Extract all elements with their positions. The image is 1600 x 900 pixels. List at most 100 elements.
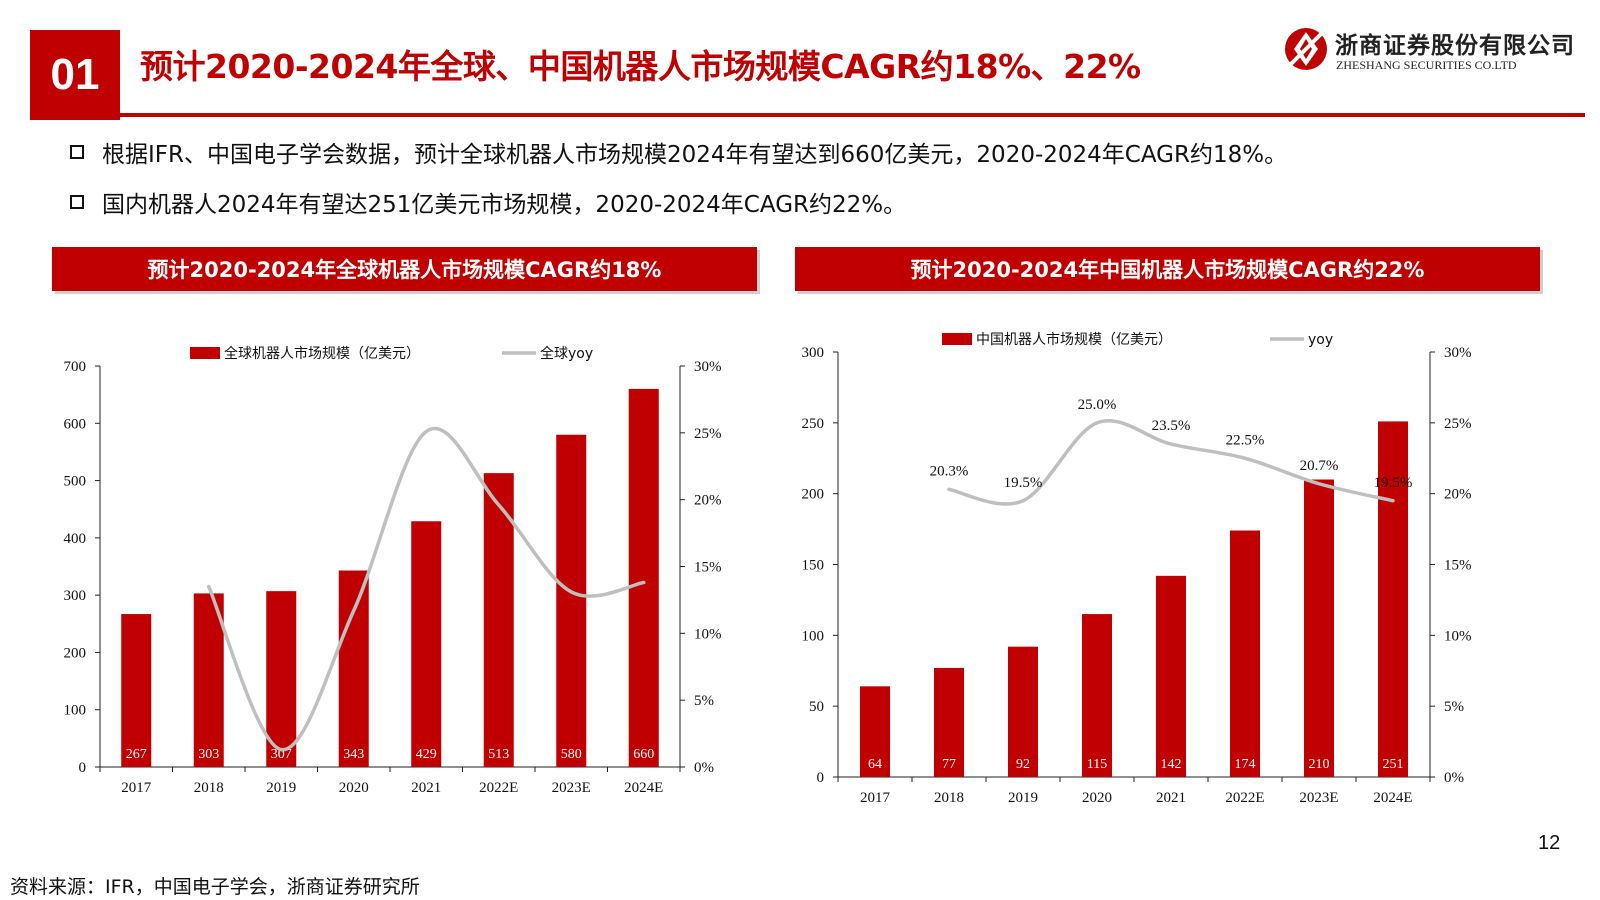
china-bar bbox=[1082, 614, 1112, 777]
global-bar-label: 429 bbox=[416, 747, 437, 762]
bullet-text: 国内机器人2024年有望达251亿美元市场规模，2020-2024年CAGR约2… bbox=[102, 192, 907, 218]
global-bar-label: 660 bbox=[633, 747, 654, 762]
global-bar bbox=[628, 388, 659, 767]
china-y2-tick-label: 15% bbox=[1444, 558, 1472, 574]
china-bar-label: 210 bbox=[1309, 757, 1330, 772]
global-bar bbox=[121, 614, 152, 767]
china-y-tick-label: 100 bbox=[802, 628, 825, 644]
china-legend-line-label: yoy bbox=[1308, 332, 1333, 348]
global-y-tick-label: 200 bbox=[64, 645, 87, 661]
section-number-badge: 01 bbox=[30, 30, 120, 120]
china-bar bbox=[1304, 479, 1334, 777]
global-y2-tick-label: 25% bbox=[694, 426, 722, 442]
china-y2-tick-label: 0% bbox=[1444, 770, 1464, 786]
china-y-tick-label: 0 bbox=[817, 770, 825, 786]
global-bar-label: 343 bbox=[343, 747, 364, 762]
china-y2-tick-label: 10% bbox=[1444, 628, 1472, 644]
china-yoy-line bbox=[947, 419, 1395, 506]
global-y-tick-label: 600 bbox=[64, 416, 87, 432]
china-y2-tick-label: 5% bbox=[1444, 699, 1464, 715]
global-x-tick-label: 2021 bbox=[411, 780, 441, 796]
china-legend-bar-label: 中国机器人市场规模（亿美元） bbox=[976, 331, 1172, 348]
global-y2-tick-label: 15% bbox=[694, 560, 722, 576]
china-x-tick-label: 2017 bbox=[860, 790, 891, 806]
china-x-tick-label: 2024E bbox=[1373, 790, 1412, 806]
china-y2-tick-label: 20% bbox=[1444, 487, 1472, 503]
china-bar bbox=[934, 667, 964, 777]
global-bar bbox=[338, 570, 369, 767]
global-bar bbox=[193, 593, 224, 767]
global-bar-label: 513 bbox=[488, 747, 509, 762]
china-bar bbox=[1008, 646, 1038, 777]
bullet-text: 根据IFR、中国电子学会数据，预计全球机器人市场规模2024年有望达到660亿美… bbox=[102, 142, 1288, 168]
china-x-tick-label: 2023E bbox=[1299, 790, 1338, 806]
global-bar bbox=[556, 434, 587, 767]
global-y-tick-label: 0 bbox=[79, 760, 87, 776]
china-yoy-label: 19.5% bbox=[1004, 475, 1043, 491]
global-y-tick-label: 300 bbox=[64, 588, 87, 604]
china-chart-title: 预计2020-2024年中国机器人市场规模CAGR约22% bbox=[795, 247, 1540, 291]
china-yoy-label: 23.5% bbox=[1152, 418, 1191, 434]
china-x-tick-label: 2018 bbox=[934, 790, 964, 806]
global-bar-label: 303 bbox=[198, 747, 219, 762]
china-y2-tick-label: 30% bbox=[1444, 345, 1472, 361]
china-bar bbox=[1378, 421, 1408, 777]
global-y2-tick-label: 10% bbox=[694, 626, 722, 642]
global-bar bbox=[411, 521, 442, 767]
china-bar bbox=[1156, 575, 1186, 777]
china-bar-label: 251 bbox=[1383, 757, 1404, 772]
china-x-tick-label: 2020 bbox=[1082, 790, 1112, 806]
global-y-tick-label: 500 bbox=[64, 474, 87, 490]
china-y-tick-label: 250 bbox=[802, 416, 825, 432]
global-x-tick-label: 2023E bbox=[552, 780, 591, 796]
global-x-tick-label: 2022E bbox=[479, 780, 518, 796]
china-bar bbox=[1230, 530, 1260, 777]
china-yoy-label: 20.7% bbox=[1300, 458, 1339, 474]
global-y-tick-label: 700 bbox=[64, 359, 87, 375]
logo-chinese-name: 浙商证券股份有限公司 bbox=[1335, 33, 1575, 59]
global-y2-tick-label: 5% bbox=[694, 693, 714, 709]
china-legend-bar-swatch bbox=[942, 333, 972, 345]
china-bar-label: 77 bbox=[942, 757, 956, 772]
china-bar-label: 142 bbox=[1161, 757, 1182, 772]
global-bar bbox=[483, 473, 514, 767]
global-y2-tick-label: 20% bbox=[694, 493, 722, 509]
square-bullet-icon bbox=[70, 145, 84, 159]
china-y-tick-label: 50 bbox=[809, 699, 824, 715]
global-y-tick-label: 400 bbox=[64, 531, 87, 547]
global-x-tick-label: 2020 bbox=[339, 780, 369, 796]
source-note: 资料来源：IFR，中国电子学会，浙商证券研究所 bbox=[10, 876, 420, 898]
china-yoy-label: 22.5% bbox=[1226, 432, 1265, 448]
china-bar-label: 115 bbox=[1087, 757, 1107, 772]
china-x-tick-label: 2022E bbox=[1225, 790, 1264, 806]
china-y-tick-label: 200 bbox=[802, 487, 825, 503]
china-bar-label: 92 bbox=[1016, 757, 1030, 772]
bullet-item: 根据IFR、中国电子学会数据，预计全球机器人市场规模2024年有望达到660亿美… bbox=[70, 132, 1570, 172]
global-bar-label: 580 bbox=[561, 747, 582, 762]
china-x-tick-label: 2021 bbox=[1156, 790, 1186, 806]
china-y-tick-label: 300 bbox=[802, 345, 825, 361]
global-bar-label: 267 bbox=[126, 747, 147, 762]
page-title: 预计2020-2024年全球、中国机器人市场规模CAGR约18%、22% bbox=[140, 47, 1141, 86]
square-bullet-icon bbox=[70, 195, 84, 209]
china-bar-label: 64 bbox=[868, 757, 882, 772]
global-bar bbox=[266, 591, 297, 767]
global-yoy-line bbox=[207, 426, 646, 752]
global-legend-bar-label: 全球机器人市场规模（亿美元） bbox=[224, 345, 420, 362]
global-legend-line-label: 全球yoy bbox=[540, 345, 593, 362]
global-y2-tick-label: 30% bbox=[694, 359, 722, 375]
logo-english-name: ZHESHANG SECURITIES CO.LTD bbox=[1336, 58, 1517, 72]
global-x-tick-label: 2019 bbox=[266, 780, 296, 796]
global-legend-bar-swatch bbox=[190, 347, 220, 359]
company-logo: 浙商证券股份有限公司 ZHESHANG SECURITIES CO.LTD bbox=[1283, 22, 1583, 82]
china-x-tick-label: 2019 bbox=[1008, 790, 1038, 806]
global-x-tick-label: 2018 bbox=[194, 780, 224, 796]
summary-bullets: 根据IFR、中国电子学会数据，预计全球机器人市场规模2024年有望达到660亿美… bbox=[70, 132, 1570, 232]
global-y-tick-label: 100 bbox=[64, 703, 87, 719]
global-chart-title: 预计2020-2024年全球机器人市场规模CAGR约18% bbox=[52, 247, 757, 291]
zheshang-logo-icon bbox=[1285, 28, 1327, 70]
title-divider bbox=[30, 113, 1585, 117]
china-yoy-label: 19.5% bbox=[1374, 475, 1413, 491]
bullet-item: 国内机器人2024年有望达251亿美元市场规模，2020-2024年CAGR约2… bbox=[70, 182, 1570, 222]
